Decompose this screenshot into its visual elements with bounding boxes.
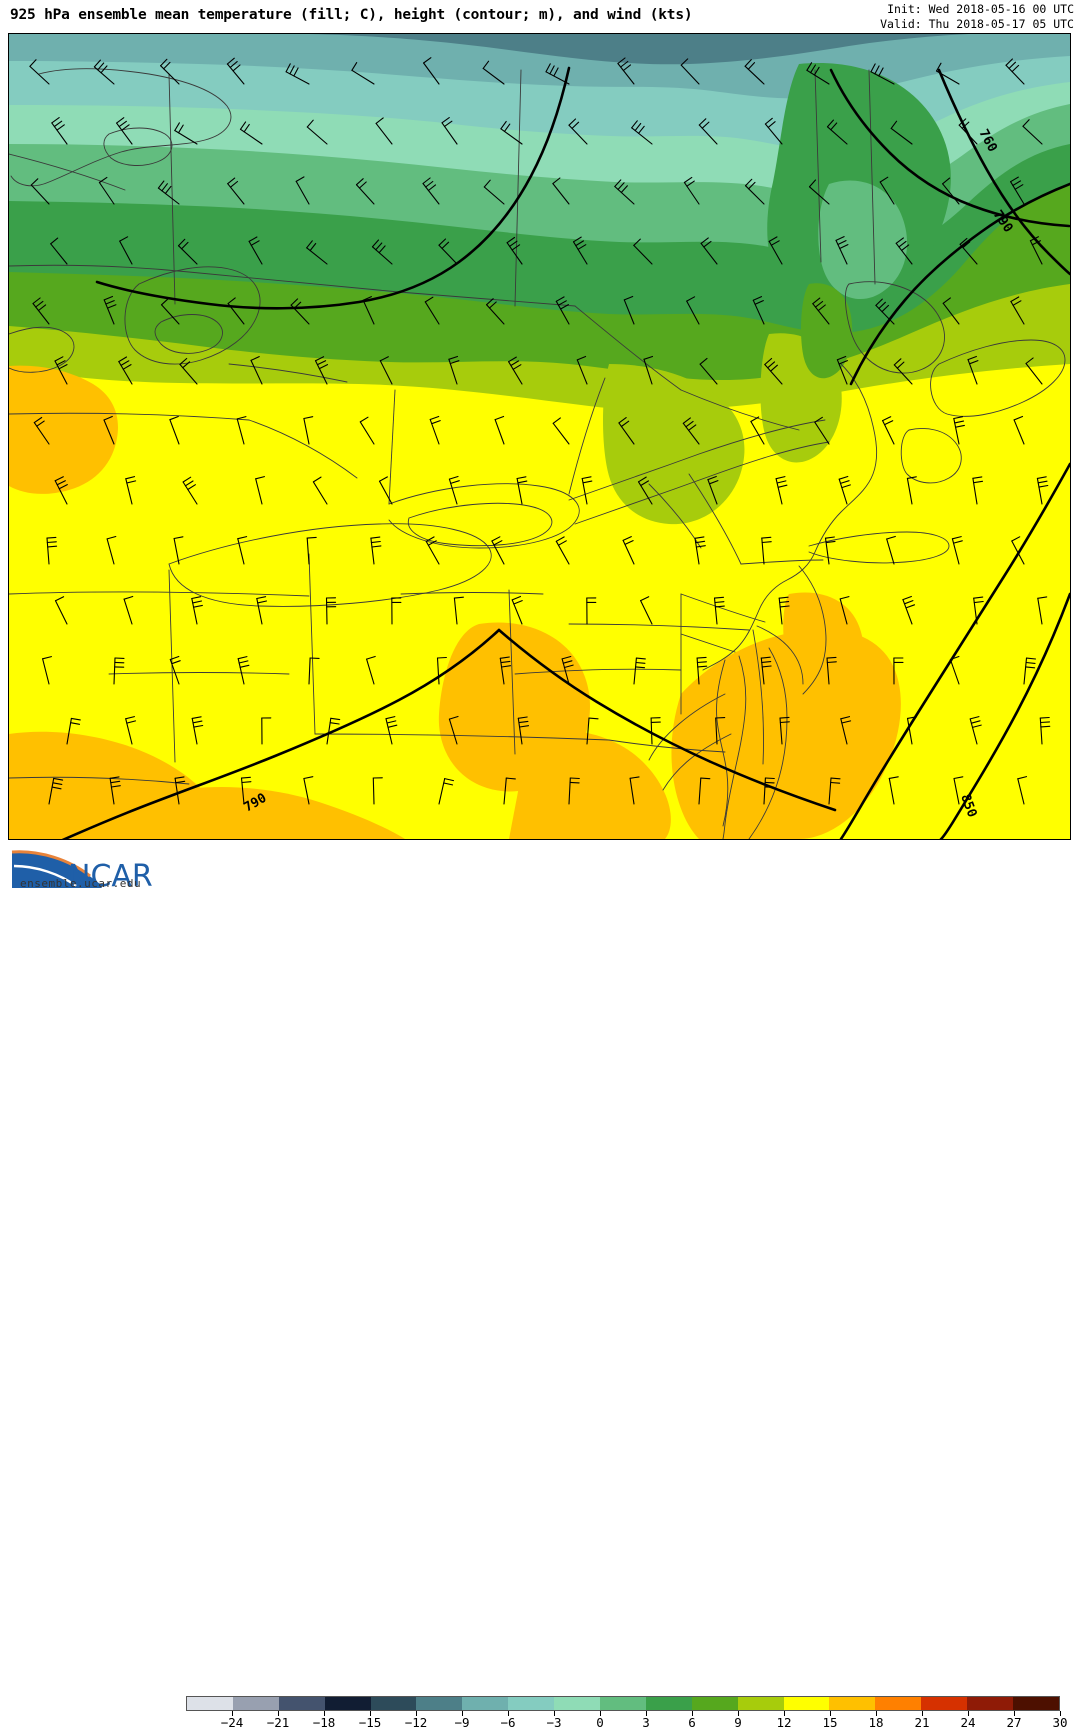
colorbar-swatch-11: [692, 1697, 738, 1710]
colorbar-tick-label-1: −21: [267, 1715, 290, 1730]
colorbar-tick-label-16: 24: [960, 1715, 975, 1730]
map-panel[interactable]: 760 790 790 850: [8, 33, 1071, 840]
colorbar-tick-label-14: 18: [868, 1715, 883, 1730]
colorbar-swatch-16: [921, 1697, 967, 1710]
colorbar-swatch-8: [554, 1697, 600, 1710]
init-time-label: Init: Wed 2018-05-16 00 UTC: [880, 2, 1074, 17]
colorbar-swatch-18: [1013, 1697, 1059, 1710]
ncar-url-text: ensemble.ucar.edu: [20, 877, 141, 890]
temperature-colorbar[interactable]: [186, 1696, 1060, 1711]
colorbar-tick-label-0: −24: [221, 1715, 244, 1730]
colorbar-swatch-7: [508, 1697, 554, 1710]
colorbar-tick-label-10: 6: [688, 1715, 696, 1730]
footer-bar: NCAR ensemble.ucar.edu −24−21−18−15−12−9…: [0, 841, 1080, 895]
colorbar-swatch-15: [875, 1697, 921, 1710]
page-title: 925 hPa ensemble mean temperature (fill;…: [10, 7, 692, 23]
colorbar-tick-label-11: 9: [734, 1715, 742, 1730]
colorbar-tick-label-18: 30: [1052, 1715, 1067, 1730]
colorbar-swatch-6: [462, 1697, 508, 1710]
colorbar-tick-label-13: 15: [822, 1715, 837, 1730]
colorbar-tick-label-5: −9: [454, 1715, 469, 1730]
forecast-time-stamp: Init: Wed 2018-05-16 00 UTC Valid: Thu 2…: [880, 2, 1074, 31]
weather-map-page: 925 hPa ensemble mean temperature (fill;…: [0, 0, 1080, 895]
colorbar-tick-label-6: −6: [500, 1715, 515, 1730]
colorbar-swatch-10: [646, 1697, 692, 1710]
colorbar-tick-label-17: 27: [1006, 1715, 1021, 1730]
colorbar-tick-label-12: 12: [776, 1715, 791, 1730]
valid-time-label: Valid: Thu 2018-05-17 05 UTC: [880, 17, 1074, 32]
colorbar-swatch-3: [325, 1697, 371, 1710]
colorbar-swatch-12: [738, 1697, 784, 1710]
colorbar-tick-label-7: −3: [546, 1715, 561, 1730]
colorbar-tick-label-2: −18: [313, 1715, 336, 1730]
colorbar-tick-label-9: 3: [642, 1715, 650, 1730]
colorbar-tick-label-15: 21: [914, 1715, 929, 1730]
colorbar-swatch-2: [279, 1697, 325, 1710]
colorbar-swatch-0: [187, 1697, 233, 1710]
colorbar-tick-label-8: 0: [596, 1715, 604, 1730]
colorbar-swatch-9: [600, 1697, 646, 1710]
colorbar-tick-label-3: −15: [359, 1715, 382, 1730]
colorbar-tick-label-4: −12: [405, 1715, 428, 1730]
map-canvas[interactable]: 760 790 790 850: [9, 34, 1070, 839]
colorbar-swatch-14: [829, 1697, 875, 1710]
colorbar-swatch-13: [784, 1697, 830, 1710]
colorbar-swatch-4: [371, 1697, 417, 1710]
colorbar-swatch-5: [416, 1697, 462, 1710]
header-bar: 925 hPa ensemble mean temperature (fill;…: [0, 0, 1080, 33]
colorbar-swatch-17: [967, 1697, 1013, 1710]
colorbar-swatch-1: [233, 1697, 279, 1710]
